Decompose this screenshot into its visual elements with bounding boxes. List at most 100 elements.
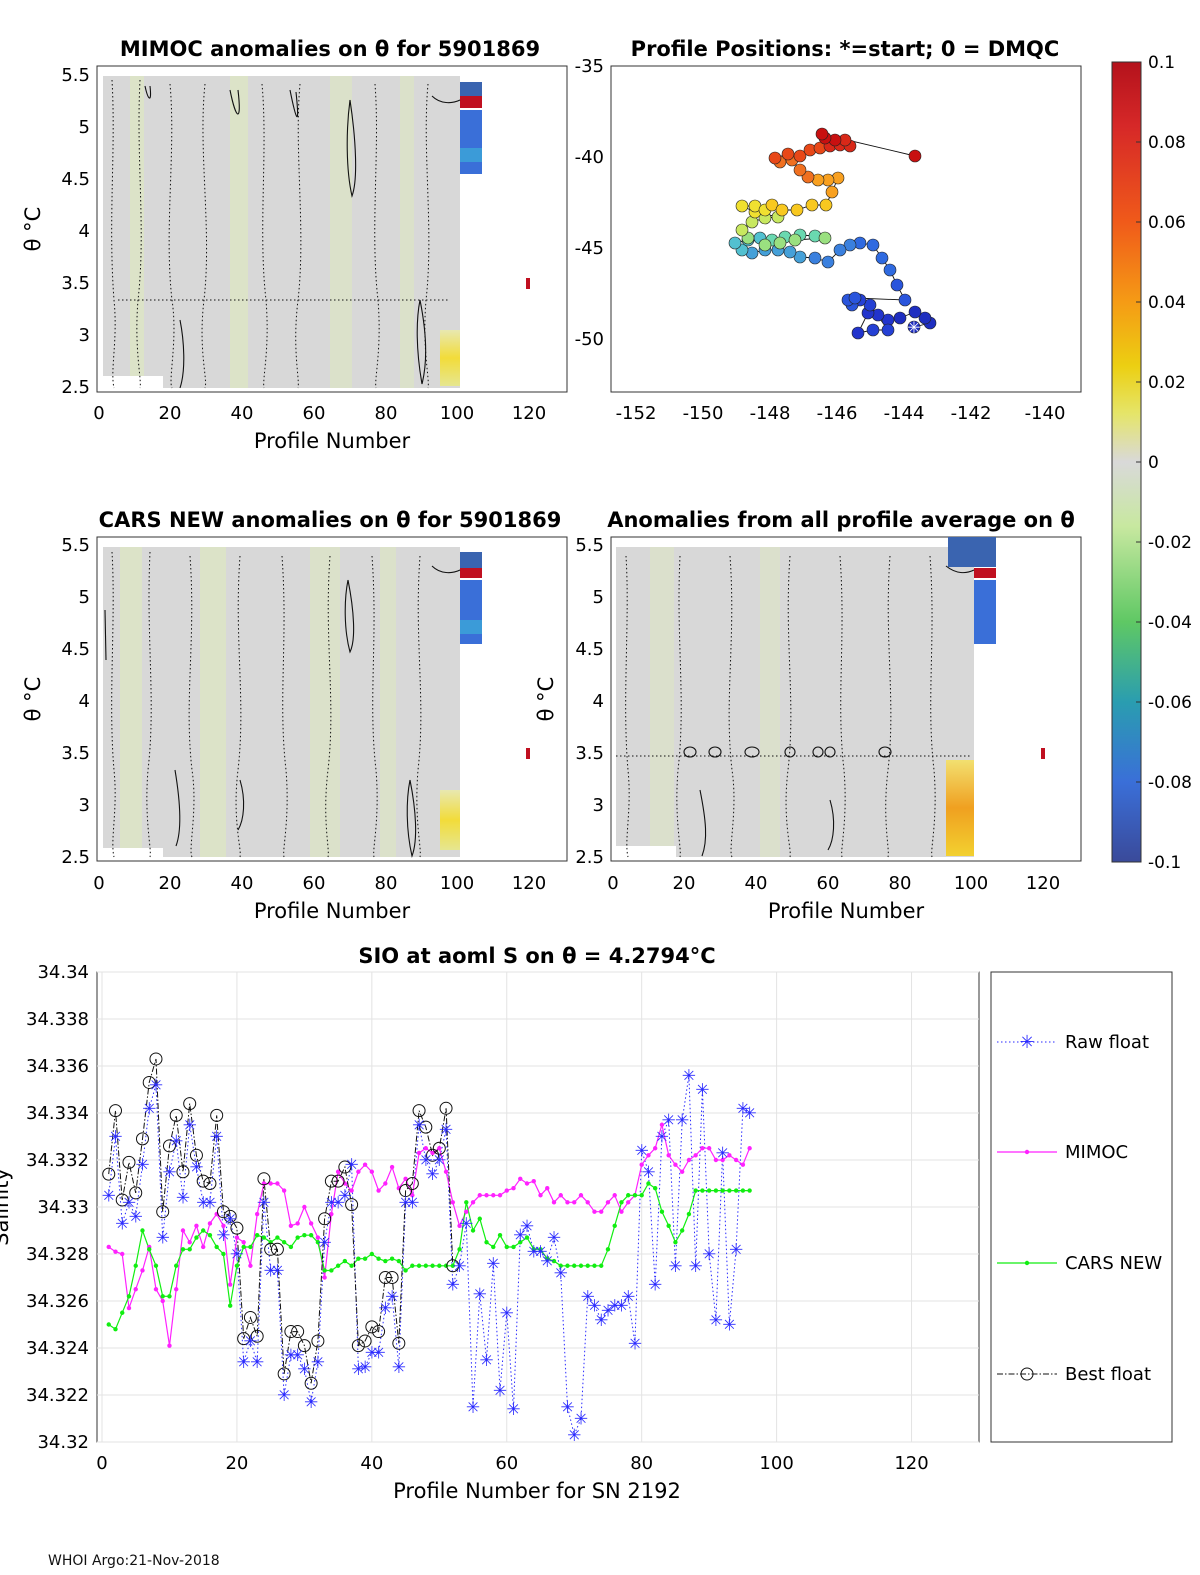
cars-new-point (713, 1188, 719, 1193)
map-profile-marker (918, 311, 932, 325)
ytick: 34.322 (26, 1385, 89, 1406)
mimoc-point (713, 1157, 719, 1163)
cars-new-point (659, 1209, 665, 1214)
cars-new-point (288, 1244, 294, 1250)
raw-float-point: ✳ (527, 1243, 541, 1263)
panel-mimoc-xlabel: Profile Number (254, 429, 411, 453)
raw-float-point: ✳ (419, 1151, 433, 1171)
map-profile-marker (775, 203, 789, 217)
mimoc-point (160, 1298, 165, 1304)
xtick: 100 (954, 873, 988, 894)
panel-cars-ylabel: θ °C (21, 677, 45, 722)
cars-new-point (383, 1258, 388, 1264)
mimoc-point (720, 1157, 725, 1163)
cars-new-point (727, 1188, 732, 1193)
ytick: 34.338 (26, 1009, 89, 1030)
mimoc-point (511, 1186, 516, 1191)
panel-average-xlabel: Profile Number (768, 899, 925, 923)
cars-new-point (322, 1268, 327, 1273)
colorbar-tick-label: 0 (1148, 453, 1159, 473)
mimoc-point (551, 1200, 557, 1205)
mimoc-point (369, 1169, 375, 1174)
mimoc-point (700, 1146, 705, 1151)
cars-new-point (592, 1263, 597, 1268)
legend-label: MIMOC (1065, 1142, 1128, 1163)
raw-float-point: ✳ (203, 1193, 217, 1213)
mimoc-point (565, 1200, 570, 1205)
xtick: 40 (231, 873, 254, 894)
mimoc-point (275, 1181, 280, 1186)
panel-map-xticks: -152 -150 -148 -146 -144 -142 -140 (616, 403, 1066, 424)
panel-mimoc-field (103, 76, 530, 389)
mimoc-point (558, 1193, 563, 1198)
raw-float-point: ✳ (156, 1229, 170, 1249)
mimoc-point (673, 1162, 678, 1167)
mimoc-point (248, 1263, 253, 1268)
map-profile-marker (728, 236, 742, 250)
legend-item-raw-float: ✳ Raw float (997, 1032, 1149, 1053)
mimoc-point (126, 1305, 132, 1311)
cars-new-point (227, 1303, 233, 1308)
raw-float-point: ✳ (533, 1243, 547, 1263)
raw-float-point: ✳ (189, 1158, 203, 1178)
ytick: 34.32 (37, 1432, 89, 1453)
ytick: -35 (575, 56, 604, 77)
cars-new-point (410, 1263, 415, 1268)
raw-float-point: ✳ (439, 1120, 453, 1140)
ytick: 2.5 (575, 847, 604, 868)
panel-cars: CARS NEW anomalies on θ for 5901869 (21, 508, 568, 923)
raw-float-point: ✳ (466, 1398, 480, 1418)
raw-float-point: ✳ (635, 1142, 649, 1162)
raw-float-point: ✳ (331, 1193, 345, 1213)
colorbar-tick-label: -0.1 (1148, 853, 1181, 873)
xtick: 40 (231, 403, 254, 424)
best-float-point (405, 1177, 419, 1190)
xtick: 20 (673, 873, 696, 894)
cars-new-point (477, 1216, 482, 1221)
legend-item-best-float: Best float (997, 1364, 1151, 1385)
raw-float-point: ✳ (446, 1276, 460, 1296)
mimoc-point (626, 1200, 631, 1205)
best-float-point (338, 1160, 352, 1174)
mimoc-point (740, 1162, 746, 1167)
cars-new-point (281, 1240, 287, 1245)
map-profile-marker (898, 293, 912, 307)
raw-float-point: ✳ (284, 1346, 298, 1366)
mimoc-point (403, 1176, 408, 1182)
raw-float-point: ✳ (344, 1156, 358, 1176)
raw-float-point: ✳ (176, 1189, 190, 1209)
xtick: 80 (630, 1453, 653, 1474)
map-profile-marker (890, 278, 904, 292)
mimoc-point (585, 1200, 590, 1205)
raw-float-point: ✳ (729, 1240, 743, 1260)
mimoc-point (619, 1209, 624, 1214)
raw-float-point: ✳ (709, 1311, 723, 1331)
mimoc-point (416, 1150, 422, 1156)
cars-new-point (639, 1193, 644, 1198)
mimoc-point (491, 1193, 496, 1198)
panel-average-yticks: 5.5 5 4.5 4 3.5 3 2.5 (575, 535, 604, 868)
best-float-point (378, 1271, 392, 1284)
raw-float-line (108, 1075, 750, 1437)
cars-new-point (369, 1251, 375, 1257)
cars-new-point (335, 1263, 341, 1268)
panel-cars-field (103, 547, 530, 860)
raw-float-point: ✳ (675, 1111, 689, 1131)
cars-new-point (706, 1188, 712, 1193)
raw-float-point: ✳ (648, 1276, 662, 1296)
cars-new-point (356, 1256, 361, 1261)
chart-ylabel: Salinity (0, 1168, 13, 1246)
xtick: -144 (884, 403, 925, 424)
ytick: 3.5 (575, 743, 604, 764)
best-float-point (196, 1174, 210, 1188)
xtick: -150 (683, 403, 724, 424)
map-profile-marker (875, 251, 889, 265)
mimoc-point (167, 1343, 172, 1348)
panel-map-title: Profile Positions: *=start; 0 = DMQC (631, 37, 1060, 61)
raw-float-point: ✳ (668, 1257, 682, 1277)
raw-float-point: ✳ (102, 1186, 116, 1206)
raw-float-point: ✳ (581, 1287, 595, 1307)
ytick: 34.336 (26, 1056, 89, 1077)
mimoc-point (430, 1150, 435, 1156)
raw-float-point: ✳ (594, 1311, 608, 1331)
